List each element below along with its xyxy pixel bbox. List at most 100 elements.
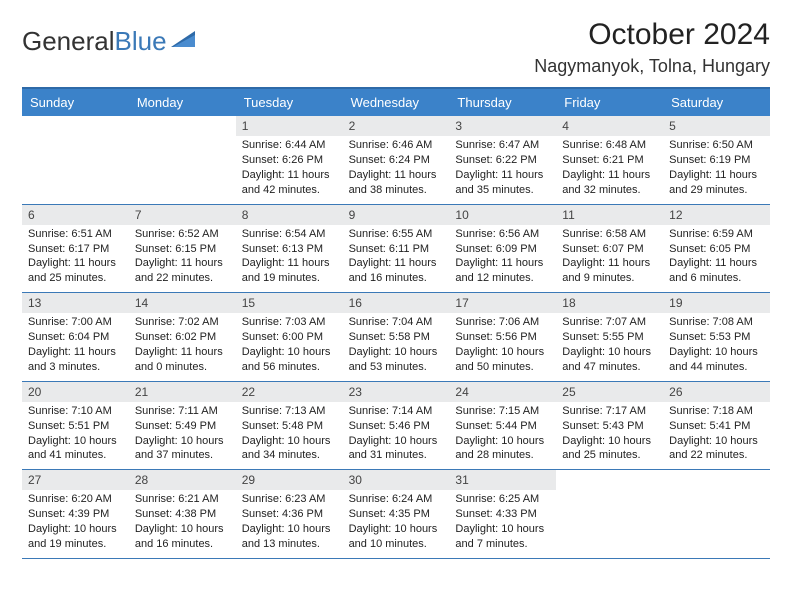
daylight-text: Daylight: 11 hours and 0 minutes. <box>135 345 230 375</box>
daylight-text: Daylight: 10 hours and 31 minutes. <box>349 434 444 464</box>
sunrise-text: Sunrise: 6:21 AM <box>135 492 230 507</box>
day-cell: 31Sunrise: 6:25 AMSunset: 4:33 PMDayligh… <box>449 470 556 558</box>
day-details: Sunrise: 7:02 AMSunset: 6:02 PMDaylight:… <box>129 313 236 380</box>
sunset-text: Sunset: 6:09 PM <box>455 242 550 257</box>
day-number: 2 <box>343 116 450 136</box>
sunset-text: Sunset: 5:53 PM <box>669 330 764 345</box>
sunrise-text: Sunrise: 7:15 AM <box>455 404 550 419</box>
daylight-text: Daylight: 11 hours and 22 minutes. <box>135 256 230 286</box>
sunrise-text: Sunrise: 6:20 AM <box>28 492 123 507</box>
day-details: Sunrise: 7:00 AMSunset: 6:04 PMDaylight:… <box>22 313 129 380</box>
daylight-text: Daylight: 11 hours and 3 minutes. <box>28 345 123 375</box>
brand-logo: GeneralBlue <box>22 26 197 57</box>
day-details: Sunrise: 6:24 AMSunset: 4:35 PMDaylight:… <box>343 490 450 557</box>
day-cell: 6Sunrise: 6:51 AMSunset: 6:17 PMDaylight… <box>22 205 129 293</box>
day-details: Sunrise: 6:25 AMSunset: 4:33 PMDaylight:… <box>449 490 556 557</box>
daylight-text: Daylight: 11 hours and 35 minutes. <box>455 168 550 198</box>
day-cell: 24Sunrise: 7:15 AMSunset: 5:44 PMDayligh… <box>449 382 556 470</box>
day-cell <box>663 470 770 558</box>
sunset-text: Sunset: 5:55 PM <box>562 330 657 345</box>
sunset-text: Sunset: 5:44 PM <box>455 419 550 434</box>
sunrise-text: Sunrise: 6:59 AM <box>669 227 764 242</box>
day-number: 24 <box>449 382 556 402</box>
sunrise-text: Sunrise: 7:07 AM <box>562 315 657 330</box>
sunrise-text: Sunrise: 6:55 AM <box>349 227 444 242</box>
sunrise-text: Sunrise: 7:00 AM <box>28 315 123 330</box>
day-number: 17 <box>449 293 556 313</box>
day-cell <box>129 116 236 204</box>
sunset-text: Sunset: 6:22 PM <box>455 153 550 168</box>
sunset-text: Sunset: 4:33 PM <box>455 507 550 522</box>
daylight-text: Daylight: 10 hours and 7 minutes. <box>455 522 550 552</box>
daylight-text: Daylight: 11 hours and 38 minutes. <box>349 168 444 198</box>
day-number: 14 <box>129 293 236 313</box>
day-cell: 1Sunrise: 6:44 AMSunset: 6:26 PMDaylight… <box>236 116 343 204</box>
week-row: 1Sunrise: 6:44 AMSunset: 6:26 PMDaylight… <box>22 116 770 205</box>
sunset-text: Sunset: 5:49 PM <box>135 419 230 434</box>
day-cell: 21Sunrise: 7:11 AMSunset: 5:49 PMDayligh… <box>129 382 236 470</box>
day-number: 30 <box>343 470 450 490</box>
day-number: 10 <box>449 205 556 225</box>
sunrise-text: Sunrise: 6:52 AM <box>135 227 230 242</box>
sunset-text: Sunset: 6:04 PM <box>28 330 123 345</box>
sunrise-text: Sunrise: 7:18 AM <box>669 404 764 419</box>
daylight-text: Daylight: 10 hours and 44 minutes. <box>669 345 764 375</box>
sunset-text: Sunset: 5:51 PM <box>28 419 123 434</box>
day-header-row: Sunday Monday Tuesday Wednesday Thursday… <box>22 89 770 116</box>
sunset-text: Sunset: 6:21 PM <box>562 153 657 168</box>
daylight-text: Daylight: 11 hours and 16 minutes. <box>349 256 444 286</box>
sunset-text: Sunset: 4:36 PM <box>242 507 337 522</box>
sunrise-text: Sunrise: 7:10 AM <box>28 404 123 419</box>
day-cell: 10Sunrise: 6:56 AMSunset: 6:09 PMDayligh… <box>449 205 556 293</box>
day-details: Sunrise: 7:17 AMSunset: 5:43 PMDaylight:… <box>556 402 663 469</box>
daylight-text: Daylight: 10 hours and 10 minutes. <box>349 522 444 552</box>
sunrise-text: Sunrise: 7:14 AM <box>349 404 444 419</box>
daylight-text: Daylight: 10 hours and 22 minutes. <box>669 434 764 464</box>
day-cell: 29Sunrise: 6:23 AMSunset: 4:36 PMDayligh… <box>236 470 343 558</box>
sunrise-text: Sunrise: 6:47 AM <box>455 138 550 153</box>
sunrise-text: Sunrise: 7:17 AM <box>562 404 657 419</box>
day-details: Sunrise: 7:14 AMSunset: 5:46 PMDaylight:… <box>343 402 450 469</box>
day-cell: 26Sunrise: 7:18 AMSunset: 5:41 PMDayligh… <box>663 382 770 470</box>
day-number: 1 <box>236 116 343 136</box>
day-cell: 12Sunrise: 6:59 AMSunset: 6:05 PMDayligh… <box>663 205 770 293</box>
day-number: 19 <box>663 293 770 313</box>
sunset-text: Sunset: 4:35 PM <box>349 507 444 522</box>
day-number: 6 <box>22 205 129 225</box>
daylight-text: Daylight: 10 hours and 13 minutes. <box>242 522 337 552</box>
day-cell: 30Sunrise: 6:24 AMSunset: 4:35 PMDayligh… <box>343 470 450 558</box>
sunset-text: Sunset: 6:05 PM <box>669 242 764 257</box>
sunrise-text: Sunrise: 6:44 AM <box>242 138 337 153</box>
day-cell: 25Sunrise: 7:17 AMSunset: 5:43 PMDayligh… <box>556 382 663 470</box>
day-number: 15 <box>236 293 343 313</box>
week-row: 13Sunrise: 7:00 AMSunset: 6:04 PMDayligh… <box>22 293 770 382</box>
sunset-text: Sunset: 6:17 PM <box>28 242 123 257</box>
sunset-text: Sunset: 4:38 PM <box>135 507 230 522</box>
day-details: Sunrise: 7:13 AMSunset: 5:48 PMDaylight:… <box>236 402 343 469</box>
day-details: Sunrise: 7:06 AMSunset: 5:56 PMDaylight:… <box>449 313 556 380</box>
day-number: 4 <box>556 116 663 136</box>
daylight-text: Daylight: 11 hours and 19 minutes. <box>242 256 337 286</box>
sunset-text: Sunset: 6:15 PM <box>135 242 230 257</box>
sunset-text: Sunset: 6:19 PM <box>669 153 764 168</box>
day-cell: 3Sunrise: 6:47 AMSunset: 6:22 PMDaylight… <box>449 116 556 204</box>
day-number: 22 <box>236 382 343 402</box>
sunrise-text: Sunrise: 7:02 AM <box>135 315 230 330</box>
day-cell: 14Sunrise: 7:02 AMSunset: 6:02 PMDayligh… <box>129 293 236 381</box>
brand-triangle-icon <box>171 29 197 54</box>
daylight-text: Daylight: 10 hours and 47 minutes. <box>562 345 657 375</box>
sunrise-text: Sunrise: 6:48 AM <box>562 138 657 153</box>
day-number: 23 <box>343 382 450 402</box>
daylight-text: Daylight: 10 hours and 37 minutes. <box>135 434 230 464</box>
day-details: Sunrise: 6:47 AMSunset: 6:22 PMDaylight:… <box>449 136 556 203</box>
sunset-text: Sunset: 5:41 PM <box>669 419 764 434</box>
day-details: Sunrise: 6:54 AMSunset: 6:13 PMDaylight:… <box>236 225 343 292</box>
daylight-text: Daylight: 10 hours and 19 minutes. <box>28 522 123 552</box>
sunrise-text: Sunrise: 7:13 AM <box>242 404 337 419</box>
day-header: Sunday <box>22 89 129 116</box>
day-details: Sunrise: 6:59 AMSunset: 6:05 PMDaylight:… <box>663 225 770 292</box>
day-details: Sunrise: 6:20 AMSunset: 4:39 PMDaylight:… <box>22 490 129 557</box>
day-cell: 4Sunrise: 6:48 AMSunset: 6:21 PMDaylight… <box>556 116 663 204</box>
sunset-text: Sunset: 6:07 PM <box>562 242 657 257</box>
daylight-text: Daylight: 10 hours and 34 minutes. <box>242 434 337 464</box>
